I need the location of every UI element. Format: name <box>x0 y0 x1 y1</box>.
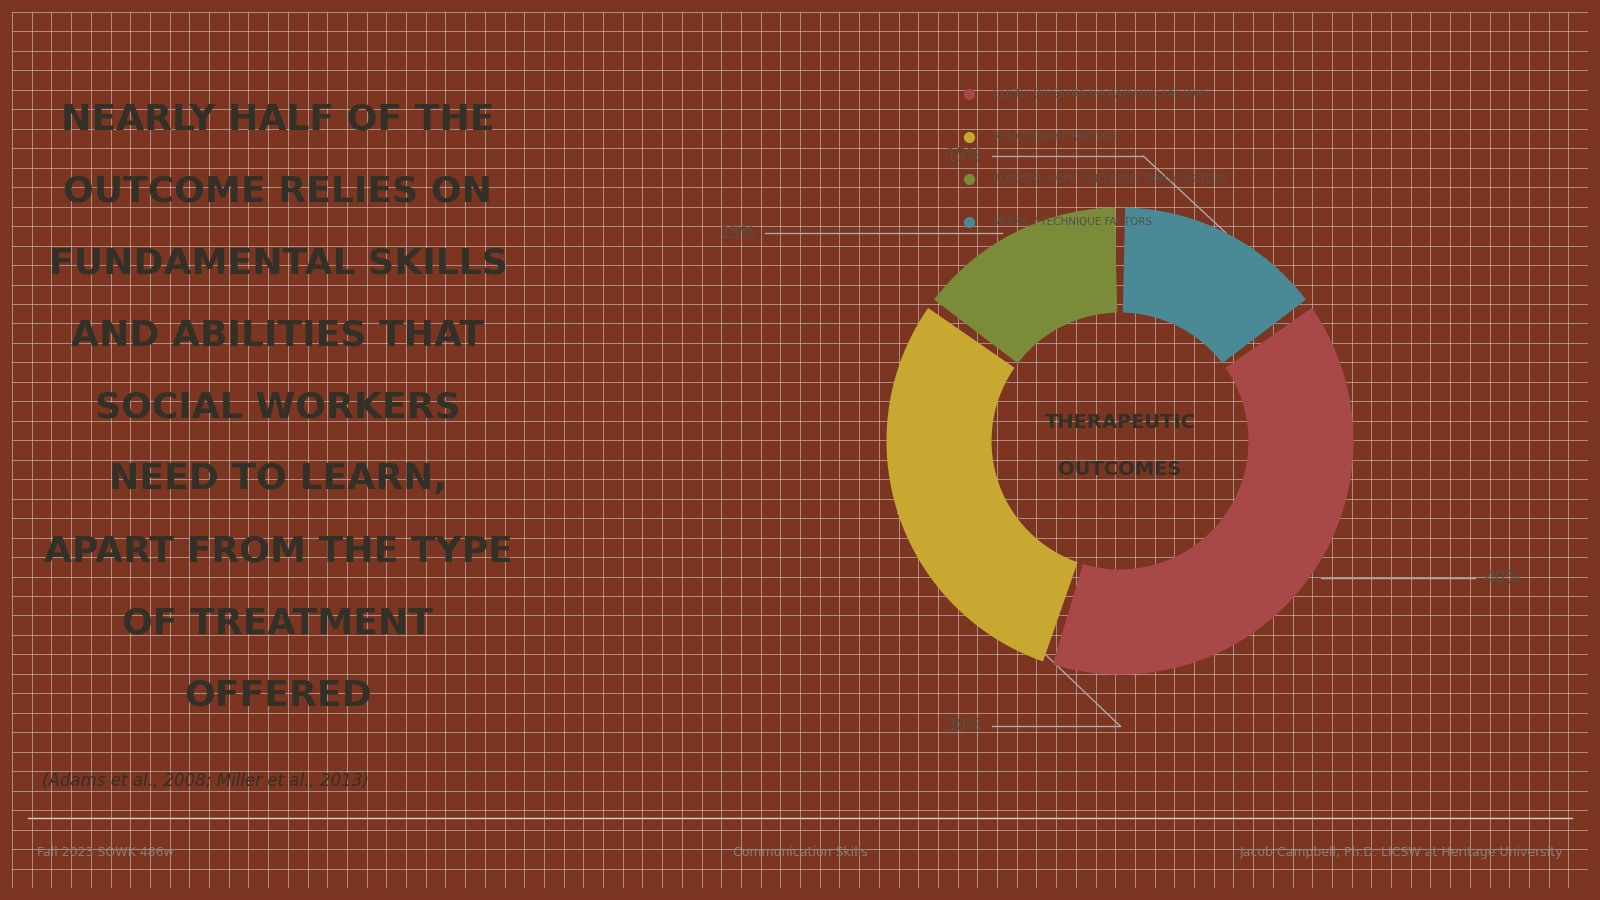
Text: THERAPEUTIC: THERAPEUTIC <box>1045 413 1195 432</box>
Text: CLIENT OR EXTRA-THERAPEUTIC FACTORS: CLIENT OR EXTRA-THERAPEUTIC FACTORS <box>992 89 1210 99</box>
Polygon shape <box>1123 208 1306 364</box>
Text: (Adams et al., 2008; Miller et al., 2013): (Adams et al., 2008; Miller et al., 2013… <box>42 772 368 790</box>
Text: OFFERED: OFFERED <box>184 679 371 712</box>
Text: 15%: 15% <box>718 224 755 242</box>
Text: 30%: 30% <box>946 717 982 735</box>
Polygon shape <box>934 208 1117 364</box>
Text: MODEL / TECHNIQUE FACTORS: MODEL / TECHNIQUE FACTORS <box>992 217 1152 227</box>
Text: SOCIAL WORKERS: SOCIAL WORKERS <box>94 391 461 424</box>
Text: Communication Skills: Communication Skills <box>733 847 867 860</box>
Text: OUTCOMES: OUTCOMES <box>1058 460 1182 479</box>
Text: 15%: 15% <box>946 147 982 165</box>
Polygon shape <box>886 308 1078 662</box>
Text: RELATIONSHIP FACTORS: RELATIONSHIP FACTORS <box>992 131 1118 141</box>
Text: NEED TO LEARN,: NEED TO LEARN, <box>109 463 446 496</box>
Text: Jacob Campbell, Ph.D. LICSW at Heritage University: Jacob Campbell, Ph.D. LICSW at Heritage … <box>1240 847 1563 860</box>
Text: NEARLY HALF OF THE: NEARLY HALF OF THE <box>61 102 494 136</box>
Text: OF TREATMENT: OF TREATMENT <box>123 607 434 640</box>
Text: PLACEBO, HOPE, AND EXPECTANCY FACTORS: PLACEBO, HOPE, AND EXPECTANCY FACTORS <box>992 175 1227 184</box>
Text: OUTCOME RELIES ON: OUTCOME RELIES ON <box>64 174 493 208</box>
Text: AND ABILITIES THAT: AND ABILITIES THAT <box>72 318 485 352</box>
Text: Fall 2023 SOWK 486w: Fall 2023 SOWK 486w <box>37 847 173 860</box>
Polygon shape <box>1053 308 1354 674</box>
Text: FUNDAMENTAL SKILLS: FUNDAMENTAL SKILLS <box>48 246 507 280</box>
Text: APART FROM THE TYPE: APART FROM THE TYPE <box>43 535 512 568</box>
Text: 40%: 40% <box>1485 570 1522 588</box>
